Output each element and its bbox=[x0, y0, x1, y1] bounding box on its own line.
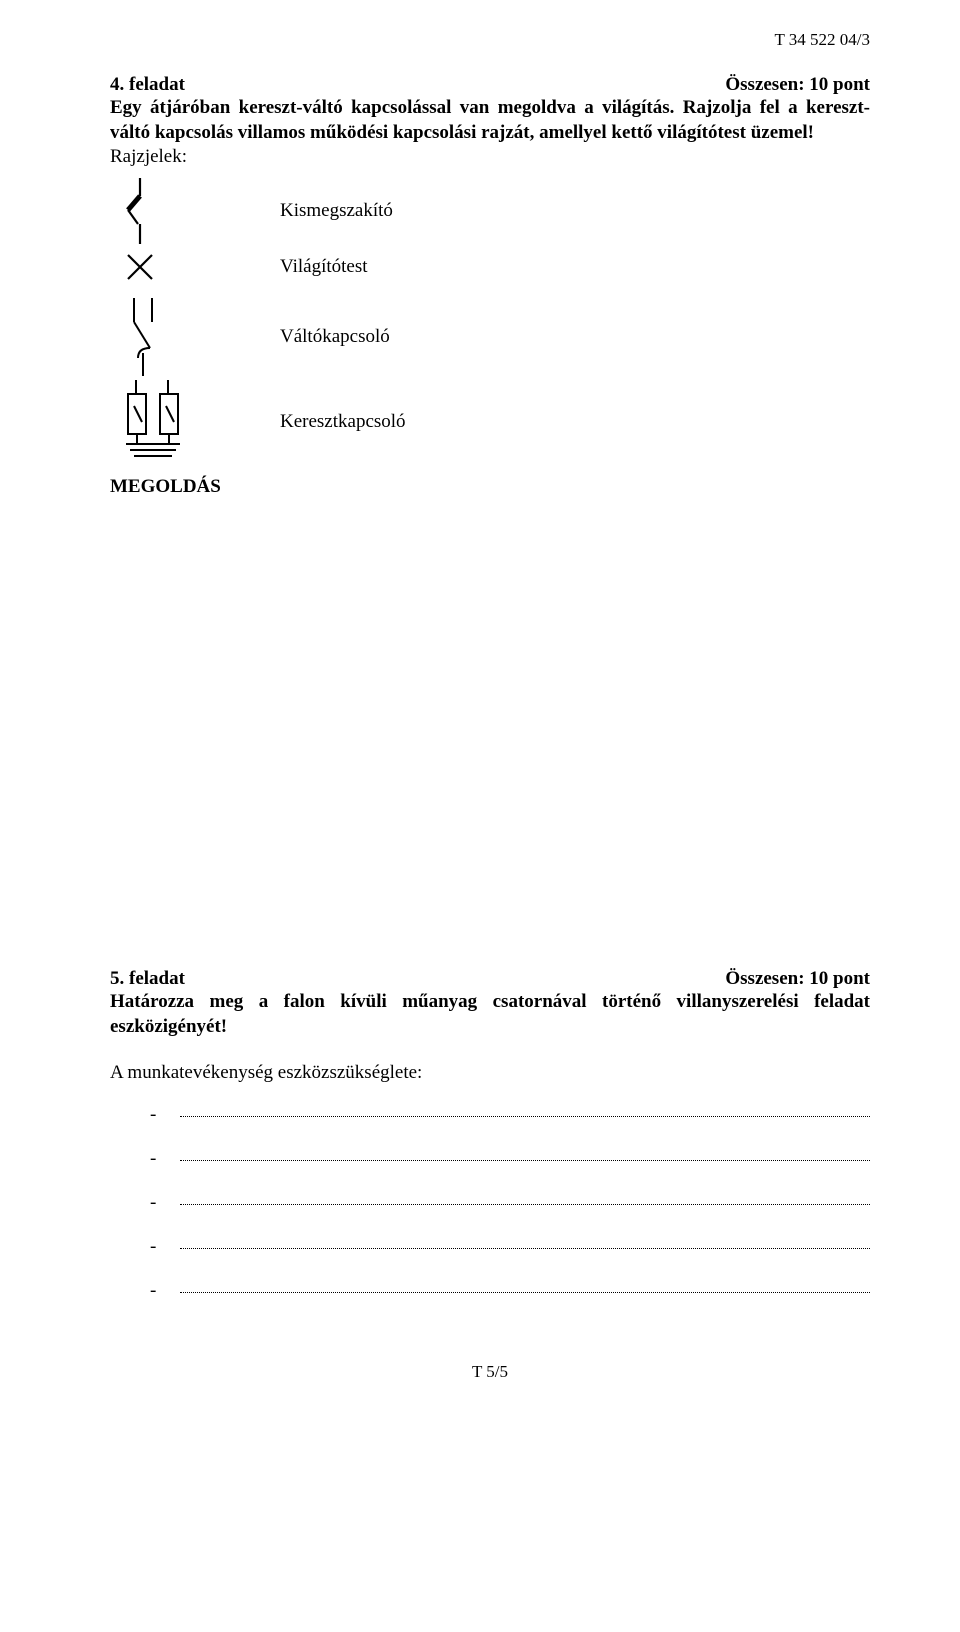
page: T 34 522 04/3 4. feladat Összesen: 10 po… bbox=[0, 0, 960, 1422]
symbol-row-vilagitotest: Világítótest bbox=[120, 246, 870, 288]
vilagitotest-label: Világítótest bbox=[230, 256, 368, 278]
task-5-header: 5. feladat Összesen: 10 pont bbox=[110, 968, 870, 990]
task-4-header: 4. feladat Összesen: 10 pont bbox=[110, 74, 870, 96]
task-4-text: Egy átjáróban kereszt-váltó kapcsolással… bbox=[110, 96, 870, 145]
document-code: T 34 522 04/3 bbox=[110, 30, 870, 50]
tool-dots bbox=[180, 1204, 870, 1205]
task-4-number: 4. feladat bbox=[110, 74, 185, 96]
page-footer: T 5/5 bbox=[110, 1362, 870, 1382]
tool-item: - bbox=[110, 1192, 870, 1214]
solution-workspace bbox=[110, 498, 870, 968]
tool-dots bbox=[180, 1160, 870, 1161]
task-5-text: Határozza meg a falon kívüli műanyag csa… bbox=[110, 990, 870, 1039]
tool-dash: - bbox=[150, 1104, 180, 1126]
symbol-row-kismegszakito: Kismegszakító bbox=[120, 176, 870, 246]
task-5: 5. feladat Összesen: 10 pont Határozza m… bbox=[110, 968, 870, 1301]
valtokapcsolo-icon bbox=[120, 298, 230, 376]
symbols-section: Kismegszakító Világítótest bbox=[120, 176, 870, 466]
kismegszakito-icon bbox=[120, 178, 230, 244]
tool-item: - bbox=[110, 1280, 870, 1302]
keresztkapcsolo-icon bbox=[120, 380, 230, 464]
tool-dash: - bbox=[150, 1280, 180, 1302]
task-5-number: 5. feladat bbox=[110, 968, 185, 990]
valtokapcsolo-label: Váltókapcsoló bbox=[230, 326, 390, 348]
tool-item: - bbox=[110, 1104, 870, 1126]
megoldas-label: MEGOLDÁS bbox=[110, 476, 870, 498]
tool-item: - bbox=[110, 1236, 870, 1258]
tool-dash: - bbox=[150, 1236, 180, 1258]
task-5-points: Összesen: 10 pont bbox=[725, 968, 870, 990]
vilagitotest-icon bbox=[120, 249, 230, 285]
tool-list: - - - - - bbox=[110, 1104, 870, 1302]
tool-item: - bbox=[110, 1148, 870, 1170]
tool-dots bbox=[180, 1292, 870, 1293]
task-4-points: Összesen: 10 pont bbox=[725, 74, 870, 96]
tool-dots bbox=[180, 1116, 870, 1117]
task-4-rajzjelek-label: Rajzjelek: bbox=[110, 146, 870, 168]
task-4: 4. feladat Összesen: 10 pont Egy átjárób… bbox=[110, 74, 870, 498]
kismegszakito-label: Kismegszakító bbox=[230, 200, 393, 222]
symbol-row-valtokapcsolo: Váltókapcsoló bbox=[120, 296, 870, 378]
symbol-row-keresztkapcsolo: Keresztkapcsoló bbox=[120, 378, 870, 466]
tool-dash: - bbox=[150, 1148, 180, 1170]
tool-dots bbox=[180, 1248, 870, 1249]
keresztkapcsolo-label: Keresztkapcsoló bbox=[230, 411, 406, 433]
task-5-subtitle: A munkatevékenység eszközszükséglete: bbox=[110, 1062, 870, 1084]
tool-dash: - bbox=[150, 1192, 180, 1214]
